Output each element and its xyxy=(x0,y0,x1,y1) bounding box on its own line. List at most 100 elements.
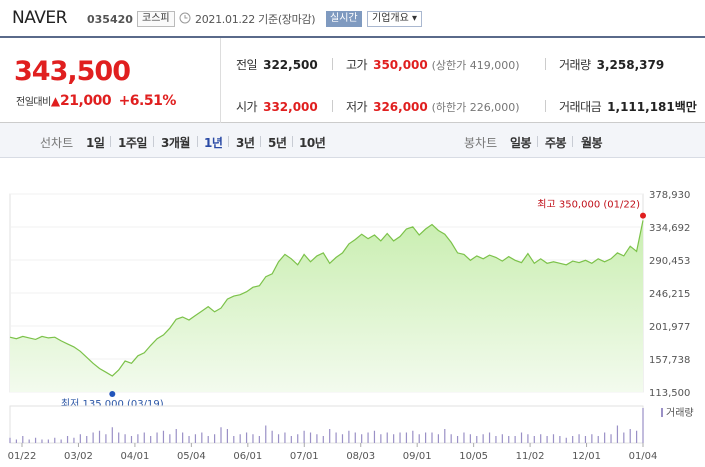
volume-bar xyxy=(636,430,638,443)
volume-bar xyxy=(373,430,376,443)
volume-bar xyxy=(341,434,344,443)
x-tick-label: 07/01 xyxy=(290,451,319,462)
divider xyxy=(110,136,111,147)
price-stats: 전일 322,500 고가 350,000 (상한가 419,000) 거래량 3,2… xyxy=(222,38,705,123)
chart-period-bar: 선차트 1일 1주일 3개월 1년 3년 5년 10년 봉차트 일봉 주봉 월봉 xyxy=(0,123,705,158)
y-tick-label: 201,977 xyxy=(649,322,690,333)
period-10y[interactable]: 10년 xyxy=(299,136,326,150)
change-percent: +6.51% xyxy=(118,93,177,109)
volume-bar xyxy=(559,436,561,443)
volume-bar xyxy=(367,432,369,443)
up-triangle-icon: ▲ xyxy=(50,94,61,108)
period-1y[interactable]: 1년 xyxy=(204,136,223,150)
volume-bar xyxy=(584,436,587,443)
volume-bar xyxy=(79,434,81,443)
volume-bar xyxy=(329,429,331,443)
x-tick-label: 04/01 xyxy=(120,451,149,462)
volume-legend: 거래량 xyxy=(666,407,694,419)
volume-bar xyxy=(34,437,37,443)
volume-bar xyxy=(277,434,280,443)
volume-bar xyxy=(552,434,555,443)
divider xyxy=(228,136,229,147)
volume-bar xyxy=(265,425,267,443)
volume-bar xyxy=(284,432,286,443)
company-profile-dropdown[interactable]: 기업개요 ▾ xyxy=(367,11,422,27)
volume-frame xyxy=(9,405,644,444)
volume-bar xyxy=(188,436,190,443)
volume-bar xyxy=(60,439,62,443)
volume-bar xyxy=(629,429,631,443)
volume-bar xyxy=(322,436,324,443)
x-tick-label: 08/03 xyxy=(346,451,375,462)
volume-bar xyxy=(9,437,11,443)
stat-value: 3,258,379 xyxy=(596,58,665,72)
stock-header: NAVER 035420 코스피 2021.01.22 기준(장마감) 실시간 … xyxy=(0,0,705,36)
x-tick-label: 12/01 xyxy=(572,451,601,462)
divider xyxy=(537,136,538,147)
volume-legend-swatch xyxy=(661,408,663,417)
period-5y[interactable]: 5년 xyxy=(268,136,287,150)
volume-bar xyxy=(316,434,318,443)
period-3y[interactable]: 3년 xyxy=(236,136,255,150)
divider xyxy=(545,58,546,70)
volume-bar xyxy=(86,436,88,443)
stock-code: 035420 xyxy=(87,13,133,26)
volume-bar xyxy=(111,427,113,443)
realtime-button[interactable]: 실시간 xyxy=(326,11,362,27)
volume-bar xyxy=(118,432,120,443)
stat-value: 1,111,181 xyxy=(607,100,675,114)
volume-bar xyxy=(233,436,235,443)
volume-bar xyxy=(399,432,401,443)
volume-bar xyxy=(450,434,452,443)
volume-bar xyxy=(54,437,56,443)
volume-bar xyxy=(207,436,209,443)
stat-value: 350,000 xyxy=(373,58,428,72)
volume-bar xyxy=(290,436,292,443)
volume-bar xyxy=(418,434,420,443)
volume-bar xyxy=(610,434,612,443)
volume-bar xyxy=(405,432,408,443)
stat-volume: 거래량 3,258,379 xyxy=(559,56,664,73)
period-1w[interactable]: 1주일 xyxy=(118,136,147,150)
volume-bar xyxy=(47,439,49,443)
candle-weekly[interactable]: 주봉 xyxy=(545,136,567,150)
volume-bar xyxy=(354,432,356,443)
volume-bar xyxy=(105,434,107,443)
x-tick-label: 11/02 xyxy=(516,451,545,462)
volume-bar xyxy=(361,434,363,443)
volume-bar xyxy=(92,432,94,443)
volume-bar xyxy=(616,425,619,443)
change-amount: 21,000 xyxy=(60,93,112,109)
stat-prev-close: 전일 322,500 xyxy=(236,56,318,73)
candle-daily[interactable]: 일봉 xyxy=(510,136,532,150)
volume-bar xyxy=(335,432,337,443)
volume-bar xyxy=(271,430,273,443)
volume-bar xyxy=(175,429,177,443)
price-line xyxy=(9,220,644,377)
x-tick-label: 01/04 xyxy=(629,451,658,462)
volume-bar xyxy=(501,434,503,443)
volume-bar xyxy=(239,434,241,443)
period-1d[interactable]: 1일 xyxy=(86,136,105,150)
volume-bar xyxy=(22,436,24,443)
volume-bar xyxy=(156,432,158,443)
volume-bar xyxy=(591,434,593,443)
volume-bar xyxy=(258,436,260,443)
price-change: 전일대비▲21,000 +6.51% xyxy=(16,93,176,109)
volume-bar xyxy=(194,434,197,443)
divider xyxy=(545,100,546,112)
volume-bar xyxy=(572,436,574,443)
volume-bar xyxy=(124,434,126,443)
stat-value: 326,000 xyxy=(373,100,428,114)
volume-bar xyxy=(309,432,312,443)
candle-monthly[interactable]: 월봉 xyxy=(581,136,603,150)
divider xyxy=(153,136,154,147)
volume-bar xyxy=(444,429,446,443)
volume-bar xyxy=(456,436,459,443)
stat-value: 322,500 xyxy=(263,58,318,72)
stat-open: 시가 332,000 xyxy=(236,98,318,115)
period-3m[interactable]: 3개월 xyxy=(161,136,190,150)
stat-trade-value: 거래대금 1,111,181백만 xyxy=(559,98,697,115)
as-of-date: 2021.01.22 기준(장마감) xyxy=(195,13,316,26)
current-price: 343,500 xyxy=(14,56,131,87)
